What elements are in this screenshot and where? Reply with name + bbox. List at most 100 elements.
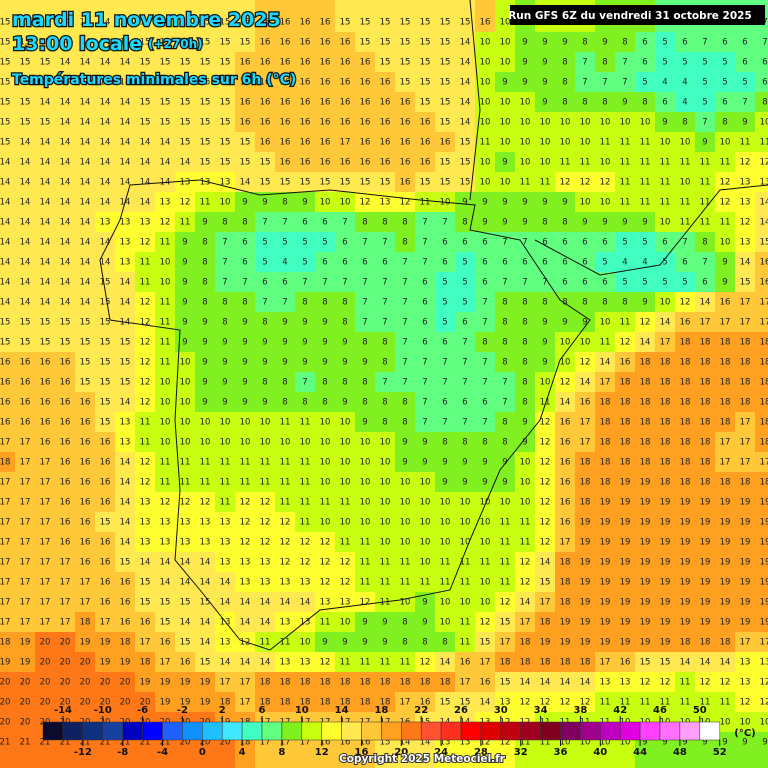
- value-label: 11: [640, 138, 651, 148]
- value-cell: [415, 212, 435, 232]
- value-label: 12: [680, 298, 691, 308]
- legend-tick-label: 12: [315, 747, 329, 758]
- value-cell: [515, 132, 535, 152]
- value-label: 16: [300, 158, 311, 168]
- value-cell: [395, 0, 415, 32]
- value-label: 16: [760, 278, 768, 288]
- value-label: 5: [602, 258, 607, 268]
- value-label: 15: [20, 98, 31, 108]
- value-cell: [55, 112, 75, 132]
- value-label: 16: [260, 118, 271, 128]
- value-label: 16: [260, 38, 271, 48]
- value-cell: [315, 232, 335, 252]
- value-label: 10: [320, 438, 331, 448]
- value-label: 10: [320, 418, 331, 428]
- value-cell: [375, 72, 395, 92]
- legend-tick-label: -6: [137, 705, 148, 716]
- value-label: 18: [720, 398, 731, 408]
- value-label: 17: [540, 598, 551, 608]
- value-label: 15: [80, 358, 91, 368]
- value-cell: [315, 92, 335, 112]
- value-label: 19: [640, 538, 651, 548]
- value-cell: [75, 172, 95, 192]
- value-cell: [735, 92, 755, 112]
- value-label: 11: [140, 418, 151, 428]
- value-label: 15: [260, 178, 271, 188]
- value-label: 10: [660, 298, 671, 308]
- value-label: 8: [482, 438, 487, 448]
- value-cell: [595, 92, 615, 112]
- value-label: 9: [722, 258, 727, 268]
- value-cell: [0, 32, 15, 52]
- legend-swatch: [381, 721, 402, 741]
- value-cell: [635, 92, 655, 112]
- value-label: 6: [442, 398, 447, 408]
- value-label: 13: [260, 578, 271, 588]
- value-label: 5: [322, 238, 327, 248]
- value-label: 10: [520, 478, 531, 488]
- value-label: 8: [522, 398, 527, 408]
- value-cell: [255, 92, 275, 112]
- value-label: 16: [60, 378, 71, 388]
- value-label: 16: [340, 78, 351, 88]
- legend-swatch: [560, 721, 581, 741]
- value-label: 19: [120, 658, 131, 668]
- value-label: 16: [60, 458, 71, 468]
- legend-tick-label: 30: [494, 705, 508, 716]
- value-cell: [715, 172, 735, 192]
- value-cell: [455, 92, 475, 112]
- run-info: Run GFS 6Z du vendredi 31 octobre 2025: [508, 10, 752, 22]
- value-label: 8: [222, 218, 227, 228]
- value-label: 17: [80, 598, 91, 608]
- value-label: 18: [640, 358, 651, 368]
- value-label: 9: [402, 458, 407, 468]
- value-label: 5: [682, 58, 687, 68]
- value-label: 15: [100, 518, 111, 528]
- value-cell: [395, 92, 415, 112]
- value-label: 9: [382, 618, 387, 628]
- value-cell: [595, 152, 615, 172]
- value-label: 18: [500, 658, 511, 668]
- value-label: 19: [700, 598, 711, 608]
- value-label: 6: [582, 238, 587, 248]
- value-cell: [35, 172, 55, 192]
- value-cell: [55, 32, 75, 52]
- value-label: 16: [20, 378, 31, 388]
- value-label: 8: [322, 398, 327, 408]
- value-cell: [735, 32, 755, 52]
- value-label: 12: [140, 358, 151, 368]
- value-label: 11: [360, 538, 371, 548]
- value-label: 16: [80, 418, 91, 428]
- value-cell: [675, 192, 695, 212]
- value-label: 14: [80, 98, 91, 108]
- value-label: 19: [720, 618, 731, 628]
- value-label: 10: [360, 438, 371, 448]
- value-label: 11: [660, 178, 671, 188]
- value-label: 15: [80, 318, 91, 328]
- value-label: 10: [400, 478, 411, 488]
- value-cell: [355, 92, 375, 112]
- value-label: 15: [140, 578, 151, 588]
- value-label: 8: [762, 98, 767, 108]
- value-label: 19: [740, 618, 751, 628]
- value-label: 20: [0, 678, 10, 688]
- value-label: 15: [340, 18, 351, 28]
- value-label: 16: [580, 398, 591, 408]
- value-cell: [555, 192, 575, 212]
- value-label: 16: [340, 118, 351, 128]
- value-cell: [415, 32, 435, 52]
- value-label: 14: [120, 58, 131, 68]
- value-label: 14: [20, 178, 31, 188]
- value-label: 14: [460, 118, 471, 128]
- value-label: 8: [382, 418, 387, 428]
- value-cell: [615, 232, 635, 252]
- value-label: 16: [260, 58, 271, 68]
- value-label: 18: [320, 678, 331, 688]
- value-cell: [435, 72, 455, 92]
- value-cell: [0, 212, 15, 232]
- value-label: 15: [420, 78, 431, 88]
- value-label: 18: [680, 418, 691, 428]
- value-label: 10: [560, 138, 571, 148]
- value-label: 19: [100, 658, 111, 668]
- value-cell: [295, 0, 315, 32]
